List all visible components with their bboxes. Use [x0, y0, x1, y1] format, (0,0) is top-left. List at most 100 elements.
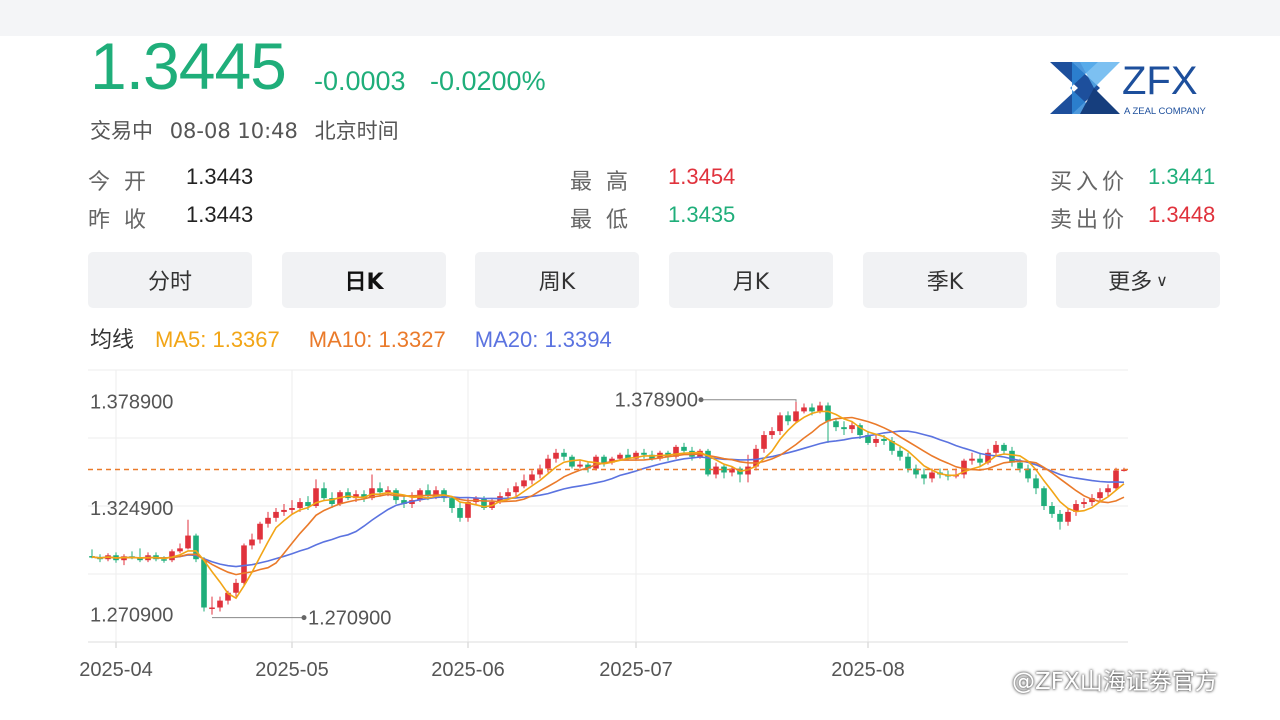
- candle-body: [265, 517, 271, 524]
- candle-body: [1025, 468, 1031, 479]
- x-tick-label: 2025-04: [79, 659, 152, 681]
- low-value: 1.3435: [668, 202, 736, 227]
- max-annotation: 1.378900: [615, 390, 698, 412]
- candle-body: [185, 535, 191, 549]
- x-tick-label: 2025-05: [255, 659, 328, 681]
- candle-body: [641, 452, 647, 455]
- candle-body: [577, 464, 583, 467]
- candle-body: [521, 480, 527, 487]
- candle-body: [361, 494, 367, 499]
- x-tick-label: 2025-08: [831, 659, 904, 681]
- candle-body: [217, 600, 223, 608]
- candle-body: [713, 466, 719, 475]
- candle-body: [601, 456, 607, 463]
- candle-body: [977, 458, 983, 463]
- tab-weekly-k[interactable]: 周K: [475, 252, 639, 308]
- ask-label: 卖出价: [1050, 208, 1129, 233]
- open-label: 今开: [88, 170, 161, 195]
- candle-body: [785, 415, 791, 422]
- candle-body: [433, 490, 439, 497]
- tab-daily-k[interactable]: 日K: [282, 252, 446, 308]
- candle-body: [89, 556, 95, 558]
- top-strip: [0, 0, 1280, 36]
- watermark: @ZFX山海证券官方: [1012, 669, 1218, 695]
- candle-body: [633, 452, 639, 459]
- candle-body: [1017, 462, 1023, 469]
- candle-body: [1009, 450, 1015, 463]
- candle-body: [817, 405, 823, 412]
- candle-body: [993, 444, 999, 453]
- candle-body: [465, 502, 471, 518]
- ma5-line: [91, 410, 1125, 600]
- candlestick-chart[interactable]: 1.378900 1.324900 1.270900 1.378900 1.270900…: [0, 360, 1280, 720]
- candle-body: [905, 456, 911, 469]
- trading-status-row: 交易中 08-08 10:48 北京时间: [90, 115, 409, 145]
- ma5-label: MA5: 1.3367: [155, 327, 280, 352]
- period-tabs: 分时 日K 周K 月K 季K 更多 ∨: [88, 252, 1220, 308]
- candle-body: [281, 509, 287, 512]
- y-tick-label: 1.270900: [90, 605, 173, 627]
- tab-more[interactable]: 更多 ∨: [1056, 252, 1220, 308]
- candle-body: [865, 435, 871, 443]
- prev-close-value: 1.3443: [186, 202, 254, 227]
- y-tick-label: 1.324900: [90, 498, 173, 520]
- candle-body: [745, 466, 751, 475]
- candle-body: [897, 450, 903, 457]
- candle-body: [849, 425, 855, 430]
- candle-body: [449, 498, 455, 508]
- candle-body: [513, 486, 519, 493]
- price-change: -0.0003: [314, 66, 406, 96]
- candle-body: [1001, 444, 1007, 451]
- candle-body: [345, 492, 351, 499]
- candle-body: [329, 498, 335, 505]
- candle-body: [225, 592, 231, 601]
- candle-body: [137, 557, 143, 561]
- candle-body: [313, 488, 319, 506]
- tab-quarterly-k[interactable]: 季K: [863, 252, 1027, 308]
- candle-body: [505, 492, 511, 497]
- candle-body: [985, 452, 991, 463]
- candle-body: [193, 535, 199, 560]
- max-leader-line: [701, 399, 797, 402]
- ask-value: 1.3448: [1148, 202, 1216, 227]
- candle-body: [625, 454, 631, 459]
- logo-tagline: A ZEAL COMPANY: [1124, 106, 1206, 117]
- candle-body: [809, 407, 815, 412]
- candle-body: [545, 458, 551, 469]
- moving-average-legend: 均线 MA5: 1.3367 MA10: 1.3327 MA20: 1.3394: [90, 322, 634, 354]
- candle-body: [873, 438, 879, 443]
- candle-body: [377, 488, 383, 493]
- candle-body: [481, 498, 487, 508]
- candle-body: [401, 500, 407, 505]
- candle-body: [1065, 511, 1071, 522]
- candle-body: [1113, 470, 1119, 489]
- candle-body: [201, 559, 207, 608]
- tab-monthly-k[interactable]: 月K: [669, 252, 833, 308]
- logo-wordmark: ZFX: [1122, 59, 1198, 103]
- candle-body: [825, 405, 831, 422]
- candle-body: [617, 454, 623, 459]
- candle-body: [1041, 488, 1047, 506]
- candle-body: [257, 523, 263, 540]
- candle-body: [289, 507, 295, 510]
- candle-body: [177, 548, 183, 552]
- ma20-line: [91, 430, 1125, 568]
- price-change-percent: -0.0200%: [430, 66, 546, 96]
- candle-body: [561, 452, 567, 457]
- tab-intraday[interactable]: 分时: [88, 252, 252, 308]
- candle-body: [233, 582, 239, 593]
- ma10-label: MA10: 1.3327: [308, 327, 446, 352]
- bid-label: 买入价: [1050, 170, 1129, 195]
- y-tick-label: 1.378900: [90, 392, 173, 414]
- candle-body: [761, 435, 767, 449]
- high-value: 1.3454: [668, 164, 736, 189]
- quote-datetime: 08-08 10:48: [169, 119, 298, 143]
- candle-body: [273, 511, 279, 518]
- candle-body: [969, 458, 975, 461]
- candle-body: [753, 448, 759, 467]
- quote-timezone: 北京时间: [314, 119, 399, 143]
- candle-body: [889, 440, 895, 451]
- candle-body: [921, 474, 927, 479]
- min-annotation: 1.270900: [308, 608, 391, 630]
- candle-body: [553, 452, 559, 459]
